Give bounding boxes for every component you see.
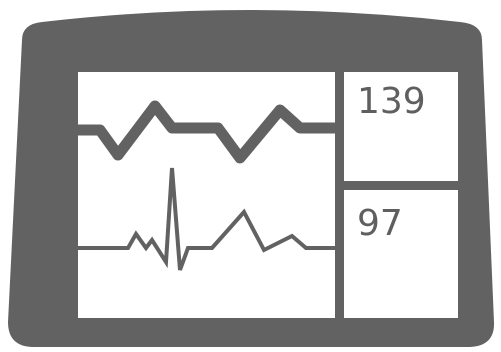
pressure-wave-icon: [72, 100, 344, 164]
screen-vertical-divider: [335, 72, 344, 318]
monitor-screen: [78, 72, 458, 318]
readout-horizontal-divider: [335, 181, 458, 190]
top-vital-readout: 139: [357, 81, 426, 122]
ecg-wave-icon: [76, 167, 340, 271]
bottom-vital-readout: 97: [357, 203, 403, 244]
